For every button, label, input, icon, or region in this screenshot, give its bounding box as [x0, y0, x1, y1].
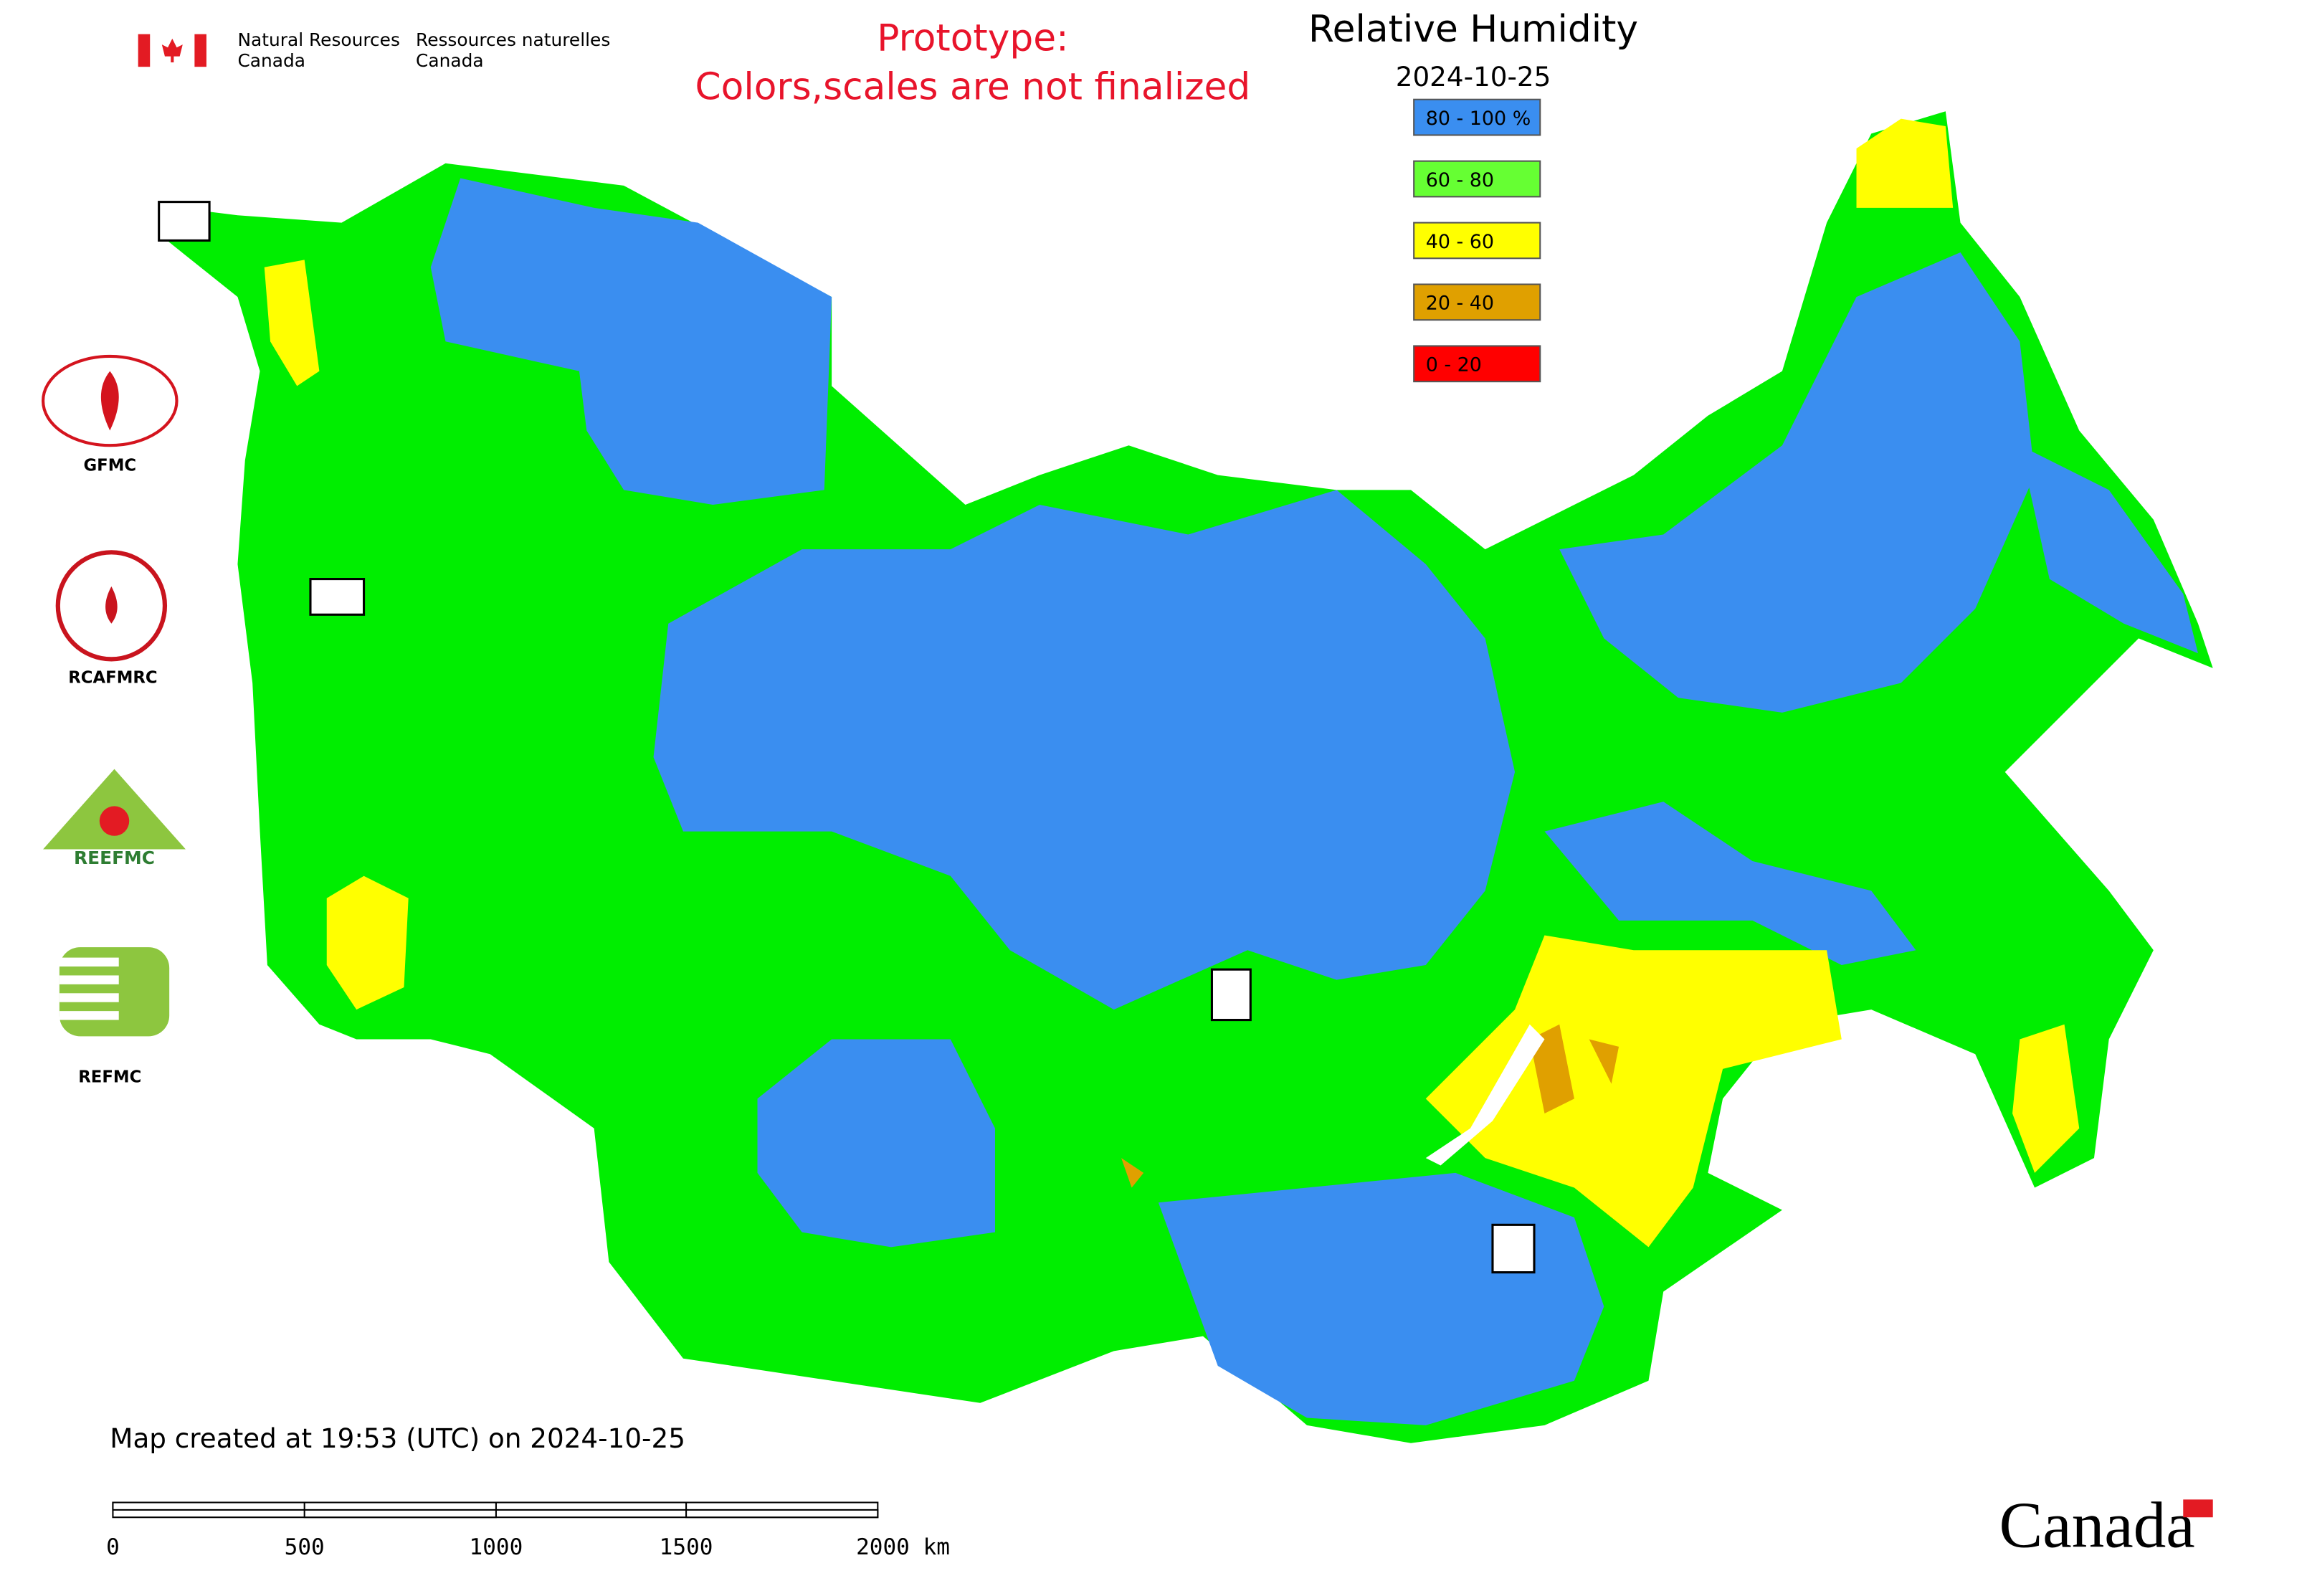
area-dry-chukotka: [1856, 118, 1954, 208]
area-humid-kamchatka: [2020, 445, 2198, 654]
partner-logos: GFMC RCAFMRC REEFMC REFMC: [42, 354, 186, 1087]
legend-label: 80 - 100 %: [1426, 108, 1531, 130]
logo-label: GFMC: [83, 456, 136, 475]
wordmark-flag: [2183, 1499, 2213, 1518]
scale-label: 500: [285, 1534, 325, 1560]
humidity-map: [163, 111, 2213, 1443]
map-markers: [158, 201, 1536, 1274]
legend-swatch: [1413, 160, 1541, 198]
area-humid-siberia: [653, 490, 1516, 1010]
agency-fr-2: Canada: [416, 50, 484, 71]
scale-bar: [112, 1501, 879, 1519]
legend: 80 - 100 % 60 - 80 40 - 60 20 - 40 0 - 20: [1413, 98, 1541, 383]
legend-label: 20 - 40: [1426, 293, 1494, 315]
government-signature: Natural Resources Canada Ressources natu…: [138, 29, 610, 71]
legend-label: 40 - 60: [1426, 231, 1494, 253]
scale-label: 1500: [660, 1534, 713, 1560]
legend-swatch: [1413, 98, 1541, 136]
map-created: Map created at 19:53 (UTC) on 2024-10-25: [110, 1422, 685, 1454]
agency-fr-1: Ressources naturelles: [416, 29, 610, 50]
legend-swatch: [1413, 222, 1541, 260]
area-humid-far-east: [1559, 252, 2035, 713]
area-dry-west: [326, 875, 409, 1010]
area-humid-kazakhstan: [757, 1039, 995, 1248]
logo-label: REFMC: [78, 1068, 141, 1087]
area-dry-baikal: [1425, 935, 1842, 1248]
logo-label: RCAFMRC: [68, 669, 157, 688]
legend-label: 0 - 20: [1426, 354, 1482, 376]
legend-title: Relative Humidity: [1308, 8, 1638, 51]
agency-en-1: Natural Resources: [237, 29, 399, 50]
notice-line-1: Prototype:: [877, 16, 1068, 60]
canada-wordmark: Canada: [1999, 1489, 2194, 1562]
scale-label: 2000 km: [856, 1534, 950, 1560]
lake-baikal: [1425, 1024, 1545, 1166]
scale-label: 0: [106, 1534, 120, 1560]
legend-swatch: [1413, 345, 1541, 383]
logo-wordmark: REEFMC: [74, 847, 155, 868]
area-dry-primorye: [2012, 1024, 2080, 1173]
area-humid-scandinavia: [430, 178, 832, 505]
scale-labels: 0 500 1000 1500 2000 km: [106, 1534, 950, 1560]
legend-date: 2024-10-25: [1396, 61, 1551, 92]
notice-line-2: Colors,scales are not finalized: [695, 66, 1251, 109]
legend-swatch: [1413, 283, 1541, 321]
agency-en-2: Canada: [237, 50, 305, 71]
area-humid-amur: [1544, 802, 1916, 965]
scale-label: 1000: [470, 1534, 523, 1560]
legend-label: 60 - 80: [1426, 169, 1494, 191]
